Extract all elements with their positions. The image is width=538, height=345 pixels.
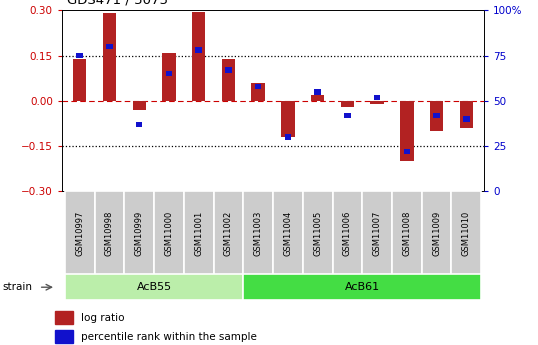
Text: GSM10999: GSM10999	[134, 210, 144, 256]
Bar	[303, 191, 332, 274]
Bar	[162, 52, 175, 101]
Bar	[55, 311, 73, 324]
Text: GSM11010: GSM11010	[462, 210, 471, 256]
Text: AcB61: AcB61	[345, 282, 380, 292]
Bar	[311, 95, 324, 101]
Bar	[430, 101, 443, 131]
Text: GSM11009: GSM11009	[432, 210, 441, 256]
Text: GSM11005: GSM11005	[313, 210, 322, 256]
Bar	[451, 191, 481, 274]
Text: GSM11007: GSM11007	[373, 210, 381, 256]
Bar	[195, 48, 202, 53]
Bar	[285, 135, 291, 140]
Bar	[225, 67, 232, 73]
Bar	[166, 71, 172, 77]
Text: GSM11004: GSM11004	[284, 210, 293, 256]
Bar	[341, 101, 354, 107]
Bar	[371, 101, 384, 104]
Bar	[76, 53, 83, 58]
Text: log ratio: log ratio	[81, 313, 125, 323]
Bar	[400, 101, 414, 161]
Text: GSM11003: GSM11003	[253, 210, 263, 256]
Bar	[103, 13, 116, 101]
Bar	[222, 59, 235, 101]
Text: GSM11002: GSM11002	[224, 210, 233, 256]
Bar	[65, 191, 95, 274]
Text: GSM11001: GSM11001	[194, 210, 203, 256]
Bar	[55, 330, 73, 343]
Bar	[433, 113, 440, 118]
Bar	[463, 116, 470, 122]
Bar	[243, 191, 273, 274]
Text: AcB55: AcB55	[137, 282, 172, 292]
Bar	[214, 191, 243, 274]
Text: GSM11006: GSM11006	[343, 210, 352, 256]
Bar	[132, 101, 146, 110]
Text: strain: strain	[3, 282, 33, 292]
Text: percentile rank within the sample: percentile rank within the sample	[81, 332, 257, 342]
Bar	[124, 191, 154, 274]
Bar	[422, 191, 451, 274]
Bar	[73, 59, 87, 101]
Bar	[243, 274, 481, 300]
Bar	[106, 44, 113, 49]
Bar	[392, 191, 422, 274]
Bar	[184, 191, 214, 274]
Bar	[255, 84, 261, 89]
Text: GSM10997: GSM10997	[75, 210, 84, 256]
Bar	[281, 101, 295, 137]
Bar	[459, 101, 473, 128]
Bar	[332, 191, 362, 274]
Bar	[154, 191, 184, 274]
Bar	[273, 191, 303, 274]
Bar	[374, 95, 380, 100]
Bar	[65, 274, 243, 300]
Bar	[192, 12, 206, 101]
Bar	[404, 149, 410, 154]
Bar	[136, 122, 143, 127]
Bar	[251, 83, 265, 101]
Bar	[344, 113, 351, 118]
Bar	[362, 191, 392, 274]
Text: GSM10998: GSM10998	[105, 210, 114, 256]
Bar	[314, 89, 321, 95]
Text: GSM11008: GSM11008	[402, 210, 412, 256]
Bar	[95, 191, 124, 274]
Text: GSM11000: GSM11000	[165, 210, 173, 256]
Text: GDS471 / 5075: GDS471 / 5075	[67, 0, 168, 7]
